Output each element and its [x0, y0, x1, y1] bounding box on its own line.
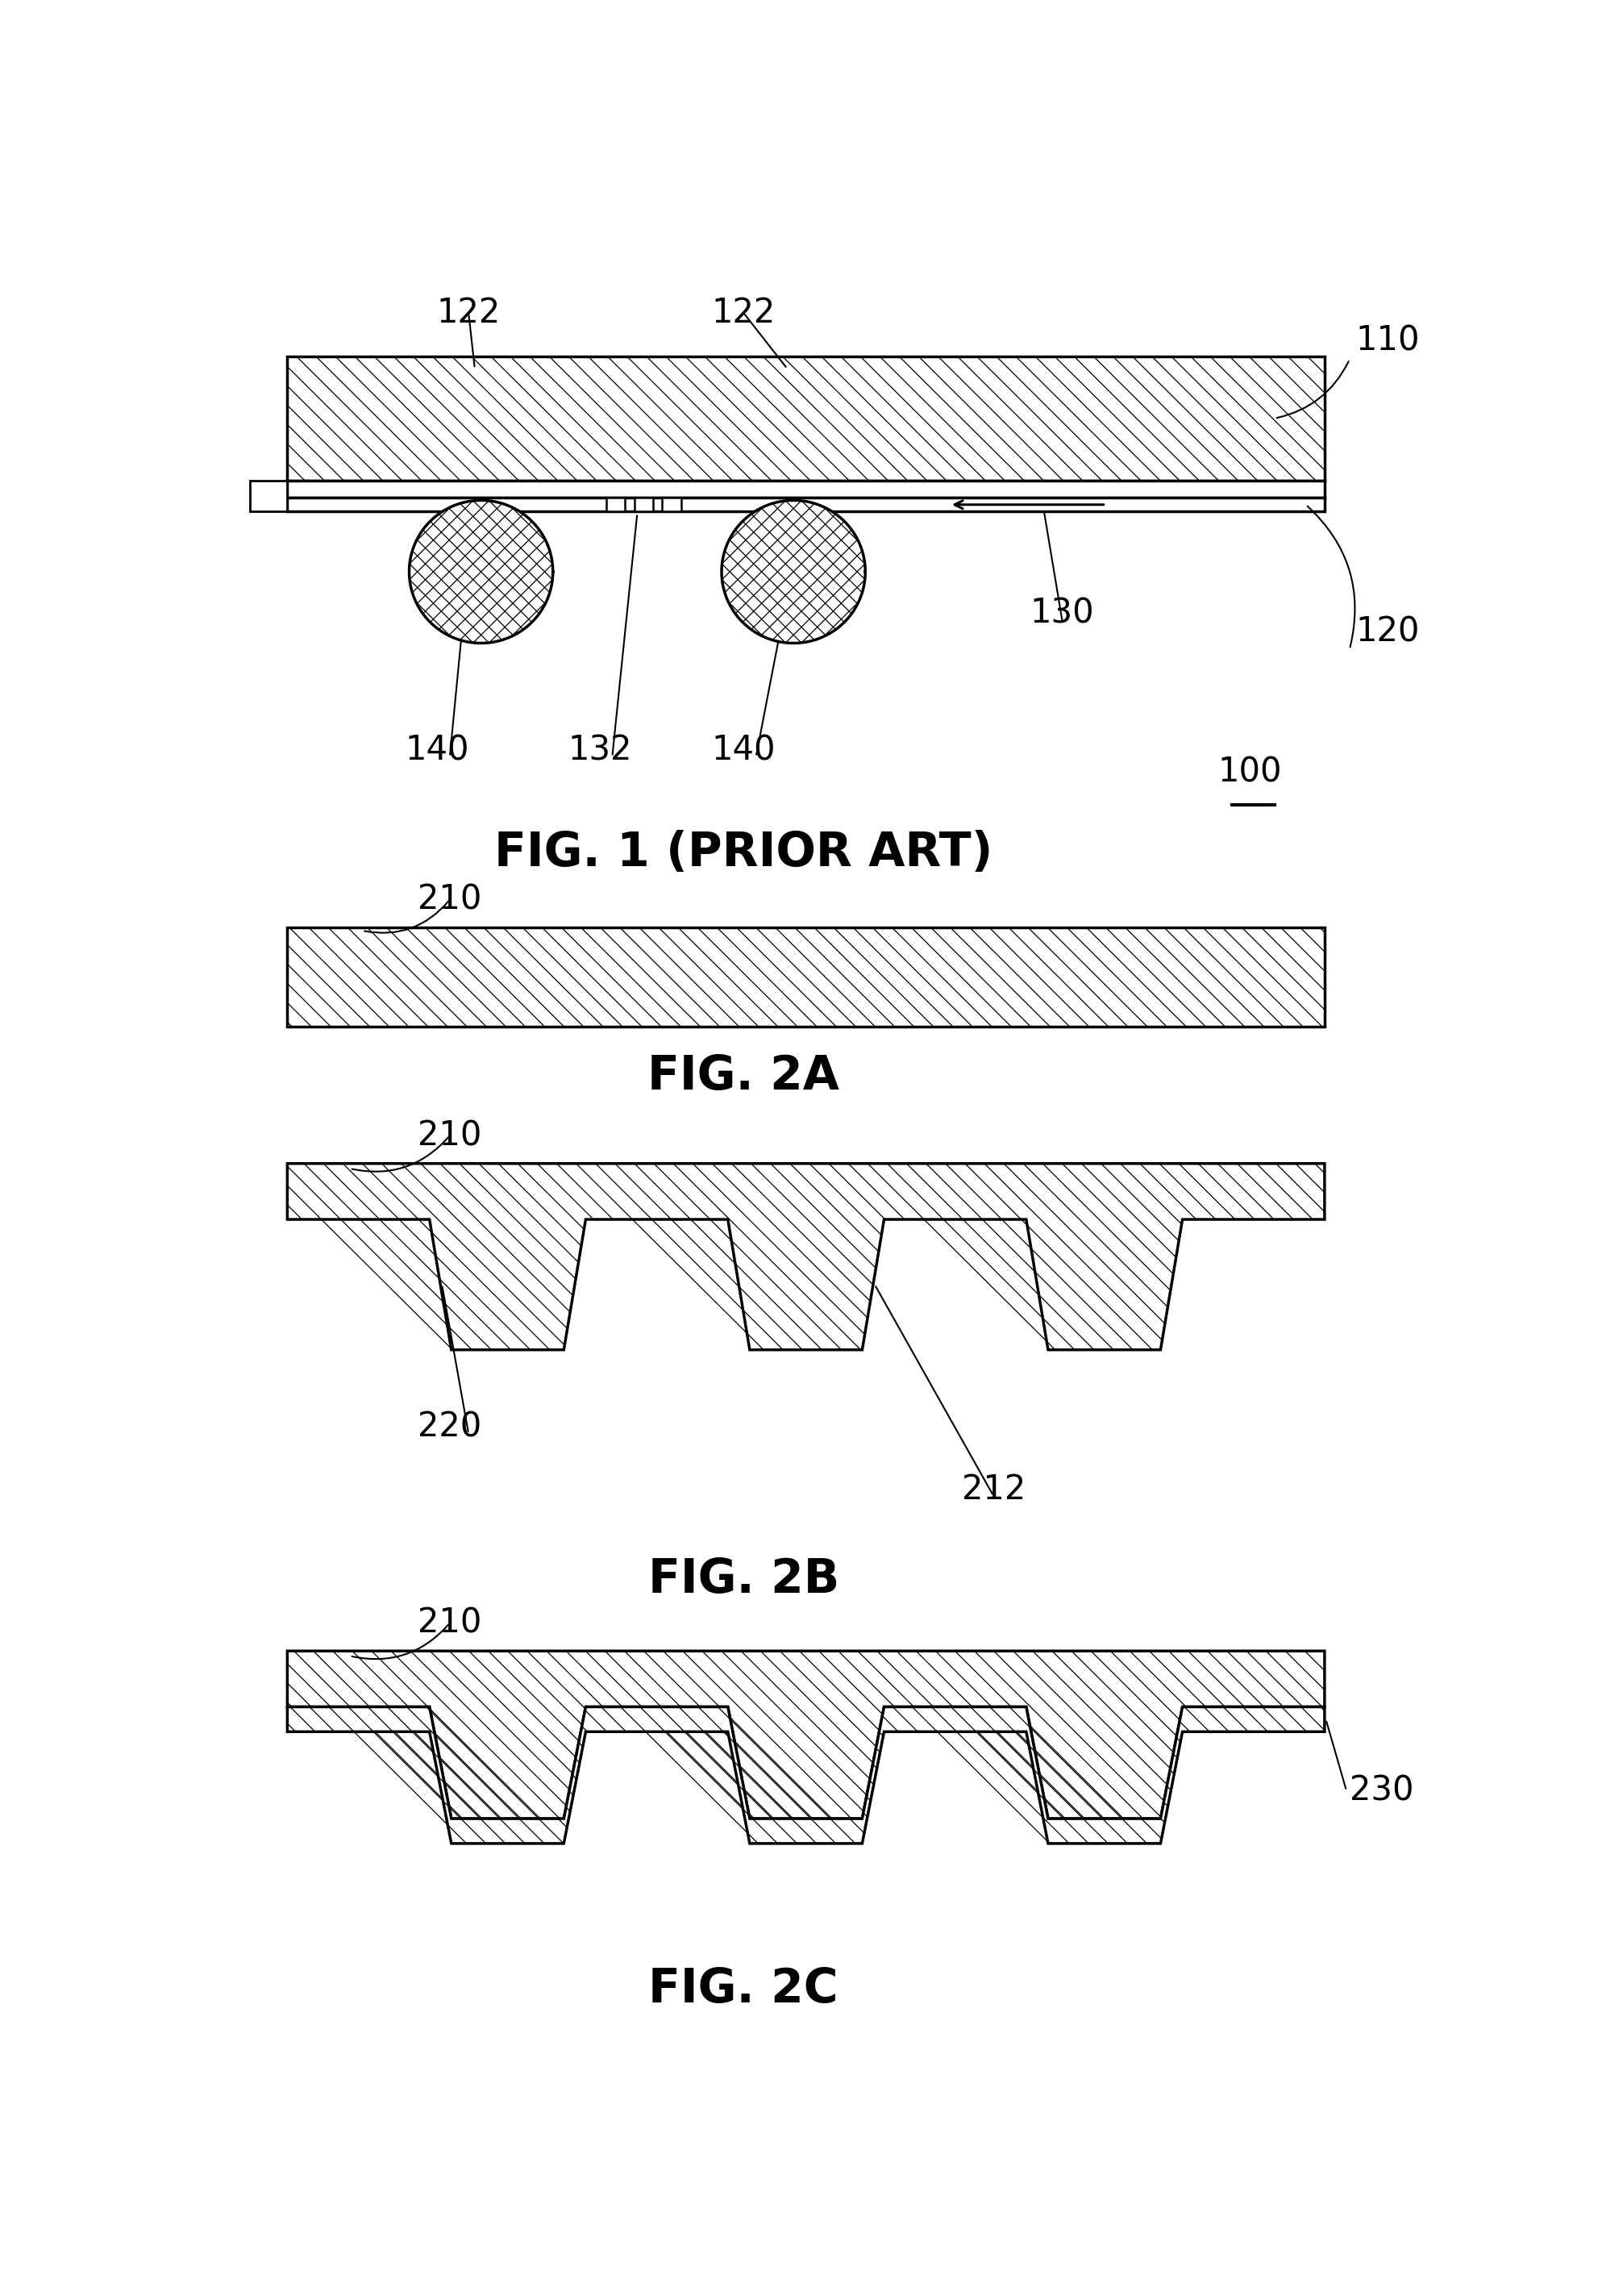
- Polygon shape: [662, 498, 681, 512]
- Text: FIG. 2C: FIG. 2C: [649, 1965, 837, 2011]
- Polygon shape: [288, 1706, 1323, 1844]
- Text: 220: 220: [417, 1410, 481, 1444]
- Text: 212: 212: [960, 1472, 1024, 1506]
- Text: 122: 122: [436, 296, 500, 331]
- Text: 230: 230: [1349, 1775, 1413, 1807]
- Polygon shape: [634, 498, 652, 512]
- Text: 140: 140: [404, 732, 470, 767]
- Text: 132: 132: [567, 732, 631, 767]
- Bar: [288, 356, 1323, 512]
- Text: 210: 210: [417, 1118, 481, 1153]
- Polygon shape: [288, 1164, 1323, 1350]
- Polygon shape: [288, 1651, 1323, 1818]
- Polygon shape: [721, 501, 865, 643]
- Text: 210: 210: [417, 882, 481, 916]
- Polygon shape: [288, 356, 1323, 480]
- Polygon shape: [606, 498, 625, 512]
- Text: FIG. 2A: FIG. 2A: [647, 1054, 839, 1100]
- Text: 210: 210: [417, 1607, 481, 1639]
- Text: 130: 130: [1029, 597, 1093, 631]
- Text: 100: 100: [1218, 755, 1282, 790]
- Polygon shape: [288, 480, 1323, 498]
- Text: 140: 140: [711, 732, 775, 767]
- Polygon shape: [409, 501, 553, 643]
- Polygon shape: [288, 498, 1323, 512]
- Polygon shape: [249, 480, 288, 512]
- Text: 120: 120: [1355, 615, 1419, 650]
- Text: FIG. 1 (PRIOR ART): FIG. 1 (PRIOR ART): [494, 831, 992, 877]
- Text: 122: 122: [711, 296, 775, 331]
- Polygon shape: [288, 928, 1323, 1026]
- Text: 110: 110: [1355, 324, 1419, 358]
- Text: FIG. 2B: FIG. 2B: [647, 1557, 839, 1603]
